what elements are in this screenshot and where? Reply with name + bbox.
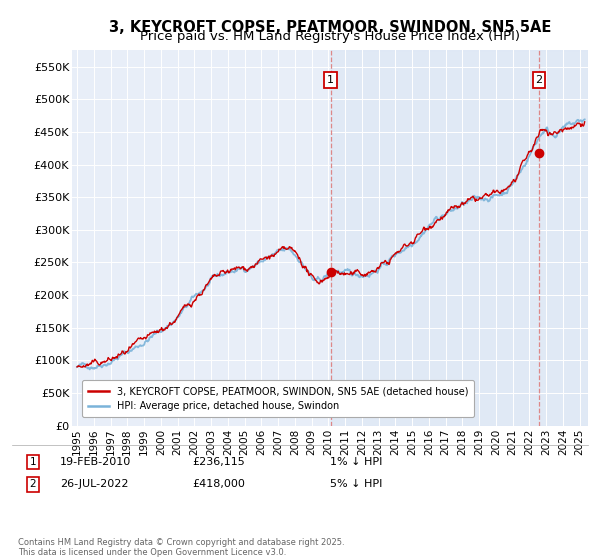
Text: 3, KEYCROFT COPSE, PEATMOOR, SWINDON, SN5 5AE: 3, KEYCROFT COPSE, PEATMOOR, SWINDON, SN… <box>109 20 551 35</box>
Legend: 3, KEYCROFT COPSE, PEATMOOR, SWINDON, SN5 5AE (detached house), HPI: Average pri: 3, KEYCROFT COPSE, PEATMOOR, SWINDON, SN… <box>82 380 475 417</box>
Text: Contains HM Land Registry data © Crown copyright and database right 2025.
This d: Contains HM Land Registry data © Crown c… <box>18 538 344 557</box>
Text: 19-FEB-2010: 19-FEB-2010 <box>60 457 131 467</box>
Text: £236,115: £236,115 <box>192 457 245 467</box>
Text: 1: 1 <box>29 457 37 467</box>
Text: 2: 2 <box>535 75 542 85</box>
Text: £418,000: £418,000 <box>192 479 245 489</box>
Text: Price paid vs. HM Land Registry's House Price Index (HPI): Price paid vs. HM Land Registry's House … <box>140 30 520 43</box>
Text: 26-JUL-2022: 26-JUL-2022 <box>60 479 128 489</box>
Bar <box>331 50 588 426</box>
Text: 5% ↓ HPI: 5% ↓ HPI <box>330 479 382 489</box>
Text: 1% ↓ HPI: 1% ↓ HPI <box>330 457 382 467</box>
Text: 1: 1 <box>327 75 334 85</box>
Text: 2: 2 <box>29 479 37 489</box>
